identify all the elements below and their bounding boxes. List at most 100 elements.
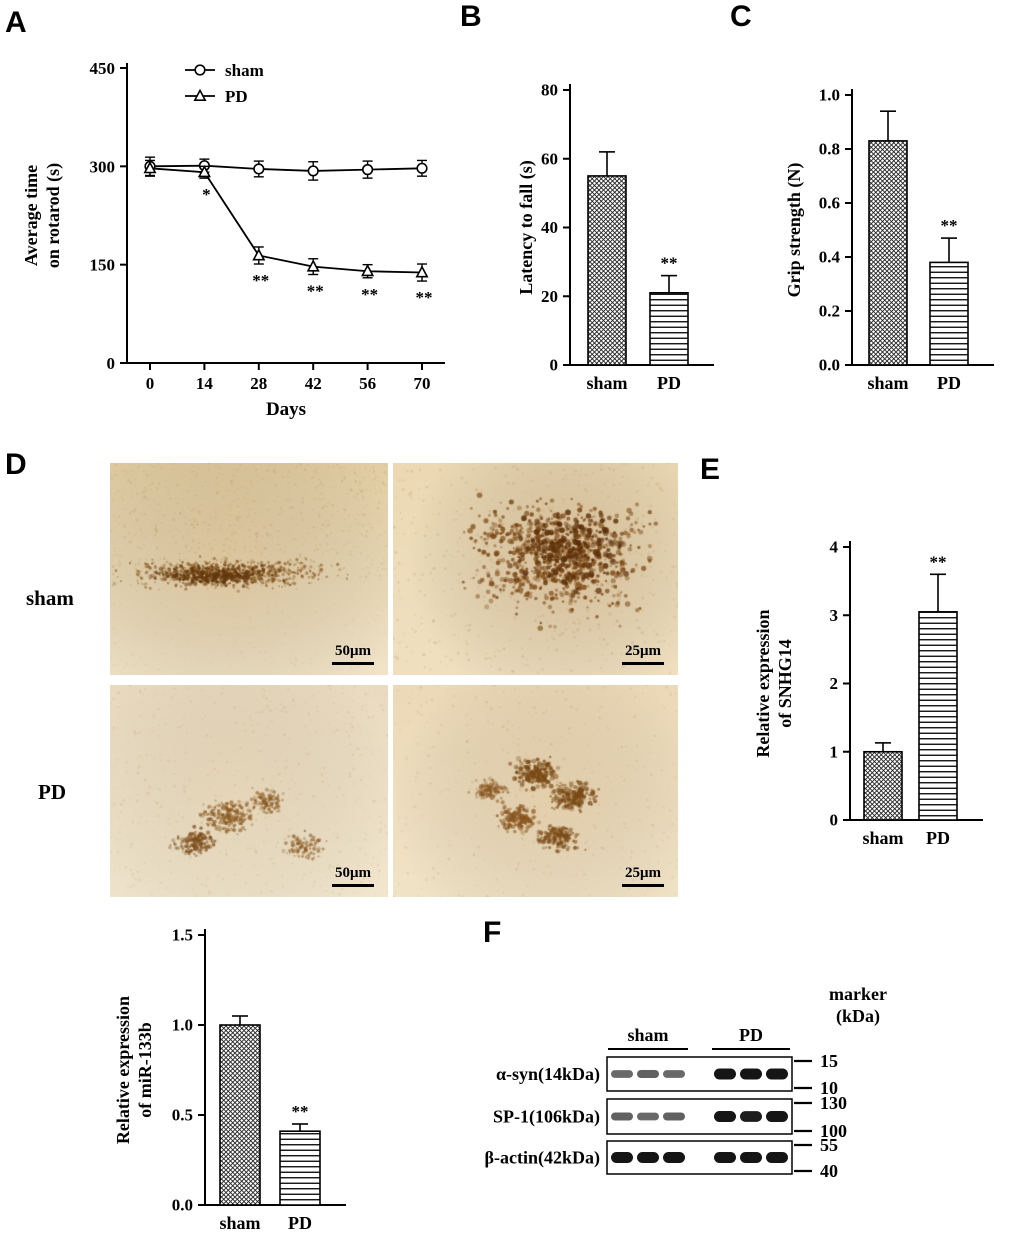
panel-letter-f: F	[483, 916, 502, 949]
svg-text:0: 0	[550, 356, 559, 375]
svg-text:marker: marker	[829, 984, 887, 1004]
panel-d-row-label-pd: PD	[38, 780, 66, 804]
svg-text:40: 40	[541, 218, 558, 237]
svg-text:80: 80	[541, 81, 558, 100]
svg-text:42: 42	[305, 374, 322, 393]
svg-text:14: 14	[196, 374, 214, 393]
svg-text:20: 20	[541, 287, 558, 306]
svg-text:PD: PD	[288, 1213, 312, 1233]
svg-text:sham: sham	[627, 1025, 668, 1045]
ihc-image-sham-25um: 25μm	[393, 463, 678, 675]
scale-bar-label: 25μm	[625, 643, 661, 659]
svg-text:0: 0	[830, 811, 839, 830]
svg-text:0.0: 0.0	[172, 1196, 193, 1215]
svg-text:1: 1	[830, 742, 839, 761]
svg-text:of SNHG14: of SNHG14	[775, 639, 795, 728]
svg-text:α-syn(14kDa): α-syn(14kDa)	[496, 1064, 600, 1085]
svg-text:PD: PD	[225, 87, 248, 106]
svg-text:300: 300	[90, 157, 116, 176]
svg-text:0.6: 0.6	[819, 194, 840, 213]
svg-text:PD: PD	[926, 828, 950, 848]
panel-letter-e: E	[700, 453, 721, 486]
svg-text:0: 0	[146, 374, 155, 393]
svg-text:0.0: 0.0	[819, 356, 840, 375]
svg-text:0.5: 0.5	[172, 1106, 193, 1125]
scale-bar-line	[332, 662, 374, 665]
latency-bar-chart: 0 20 40 60 80 sham ** PD Latency to fall (s)	[500, 55, 740, 405]
svg-text:on rotarod (s): on rotarod (s)	[43, 163, 64, 268]
scale-bar: 50μm	[332, 865, 374, 887]
mir133b-bar-chart: 0.0 0.5 1.0 1.5 sham ** PD Relative expression o…	[100, 900, 380, 1235]
scale-bar-line	[622, 662, 664, 665]
panel-letter-a: A	[5, 6, 27, 39]
western-blot-panel: marker (kDa) sham PD α-syn(14kDa) 15 10 SP-1(10…	[440, 975, 920, 1200]
svg-text:56: 56	[359, 374, 376, 393]
svg-text:sham: sham	[219, 1213, 260, 1233]
svg-text:60: 60	[541, 149, 558, 168]
ihc-image-pd-25um: 25μm	[393, 685, 678, 897]
svg-text:Average time: Average time	[25, 165, 41, 266]
ihc-canvas	[110, 463, 388, 675]
svg-text:sham: sham	[862, 828, 903, 848]
svg-text:**: **	[307, 282, 324, 301]
svg-text:**: **	[661, 254, 678, 273]
svg-text:PD: PD	[937, 373, 961, 393]
svg-text:1.0: 1.0	[172, 1016, 193, 1035]
grip-strength-bar-chart: 0.0 0.2 0.4 0.6 0.8 1.0 sham ** PD Grip strength …	[770, 55, 1020, 405]
scale-bar-line	[622, 884, 664, 887]
svg-text:sham: sham	[586, 373, 627, 393]
ihc-canvas	[393, 463, 678, 675]
scale-bar-label: 50μm	[335, 865, 371, 881]
svg-text:150: 150	[90, 256, 116, 275]
svg-text:**: **	[941, 216, 958, 235]
svg-text:**: **	[416, 288, 433, 307]
ihc-canvas	[393, 685, 678, 897]
scale-bar-label: 25μm	[625, 865, 661, 881]
svg-text:70: 70	[414, 374, 431, 393]
scale-bar-line	[332, 884, 374, 887]
svg-text:450: 450	[90, 59, 116, 78]
svg-text:1.5: 1.5	[172, 926, 193, 945]
svg-text:(kDa): (kDa)	[836, 1006, 880, 1027]
svg-text:PD: PD	[739, 1025, 763, 1045]
svg-text:0.8: 0.8	[819, 140, 840, 159]
svg-text:sham: sham	[225, 61, 264, 80]
svg-text:SP-1(106kDa): SP-1(106kDa)	[493, 1107, 600, 1128]
scale-bar: 25μm	[622, 865, 664, 887]
panel-letter-b: B	[460, 0, 482, 33]
svg-text:β-actin(42kDa): β-actin(42kDa)	[485, 1148, 600, 1169]
panel-letter-d: D	[5, 448, 27, 481]
svg-text:Grip strength (N): Grip strength (N)	[784, 163, 805, 298]
svg-text:0.2: 0.2	[819, 302, 840, 321]
scale-bar: 50μm	[332, 643, 374, 665]
svg-text:*: *	[202, 185, 211, 204]
svg-text:**: **	[361, 285, 378, 304]
svg-text:4: 4	[830, 538, 839, 557]
svg-text:Relative expression: Relative expression	[753, 609, 773, 757]
svg-text:**: **	[930, 552, 947, 571]
ihc-image-sham-50um: 50μm	[110, 463, 388, 675]
svg-text:Relative expression: Relative expression	[113, 996, 133, 1144]
panel-d-row-label-sham: sham	[26, 586, 74, 610]
svg-text:1.0: 1.0	[819, 86, 840, 105]
svg-text:0.4: 0.4	[819, 248, 841, 267]
snhg14-bar-chart: 0 1 2 3 4 sham ** PD Relative expression of SNHG1…	[735, 505, 1020, 865]
svg-text:3: 3	[830, 606, 839, 625]
svg-text:130: 130	[820, 1093, 847, 1113]
svg-text:Latency to fall (s): Latency to fall (s)	[516, 160, 537, 294]
panel-letter-c: C	[730, 0, 752, 33]
svg-text:10: 10	[820, 1078, 838, 1098]
svg-text:55: 55	[820, 1135, 838, 1155]
svg-text:2: 2	[830, 674, 839, 693]
ihc-canvas	[110, 685, 388, 897]
svg-text:**: **	[292, 1102, 309, 1121]
ihc-image-pd-50um: 50μm	[110, 685, 388, 897]
svg-text:100: 100	[820, 1121, 847, 1141]
scale-bar-label: 50μm	[335, 643, 371, 659]
svg-text:0: 0	[107, 354, 116, 373]
svg-text:Days: Days	[266, 399, 306, 420]
svg-text:40: 40	[820, 1161, 838, 1181]
svg-text:**: **	[252, 271, 269, 290]
svg-text:15: 15	[820, 1051, 838, 1071]
